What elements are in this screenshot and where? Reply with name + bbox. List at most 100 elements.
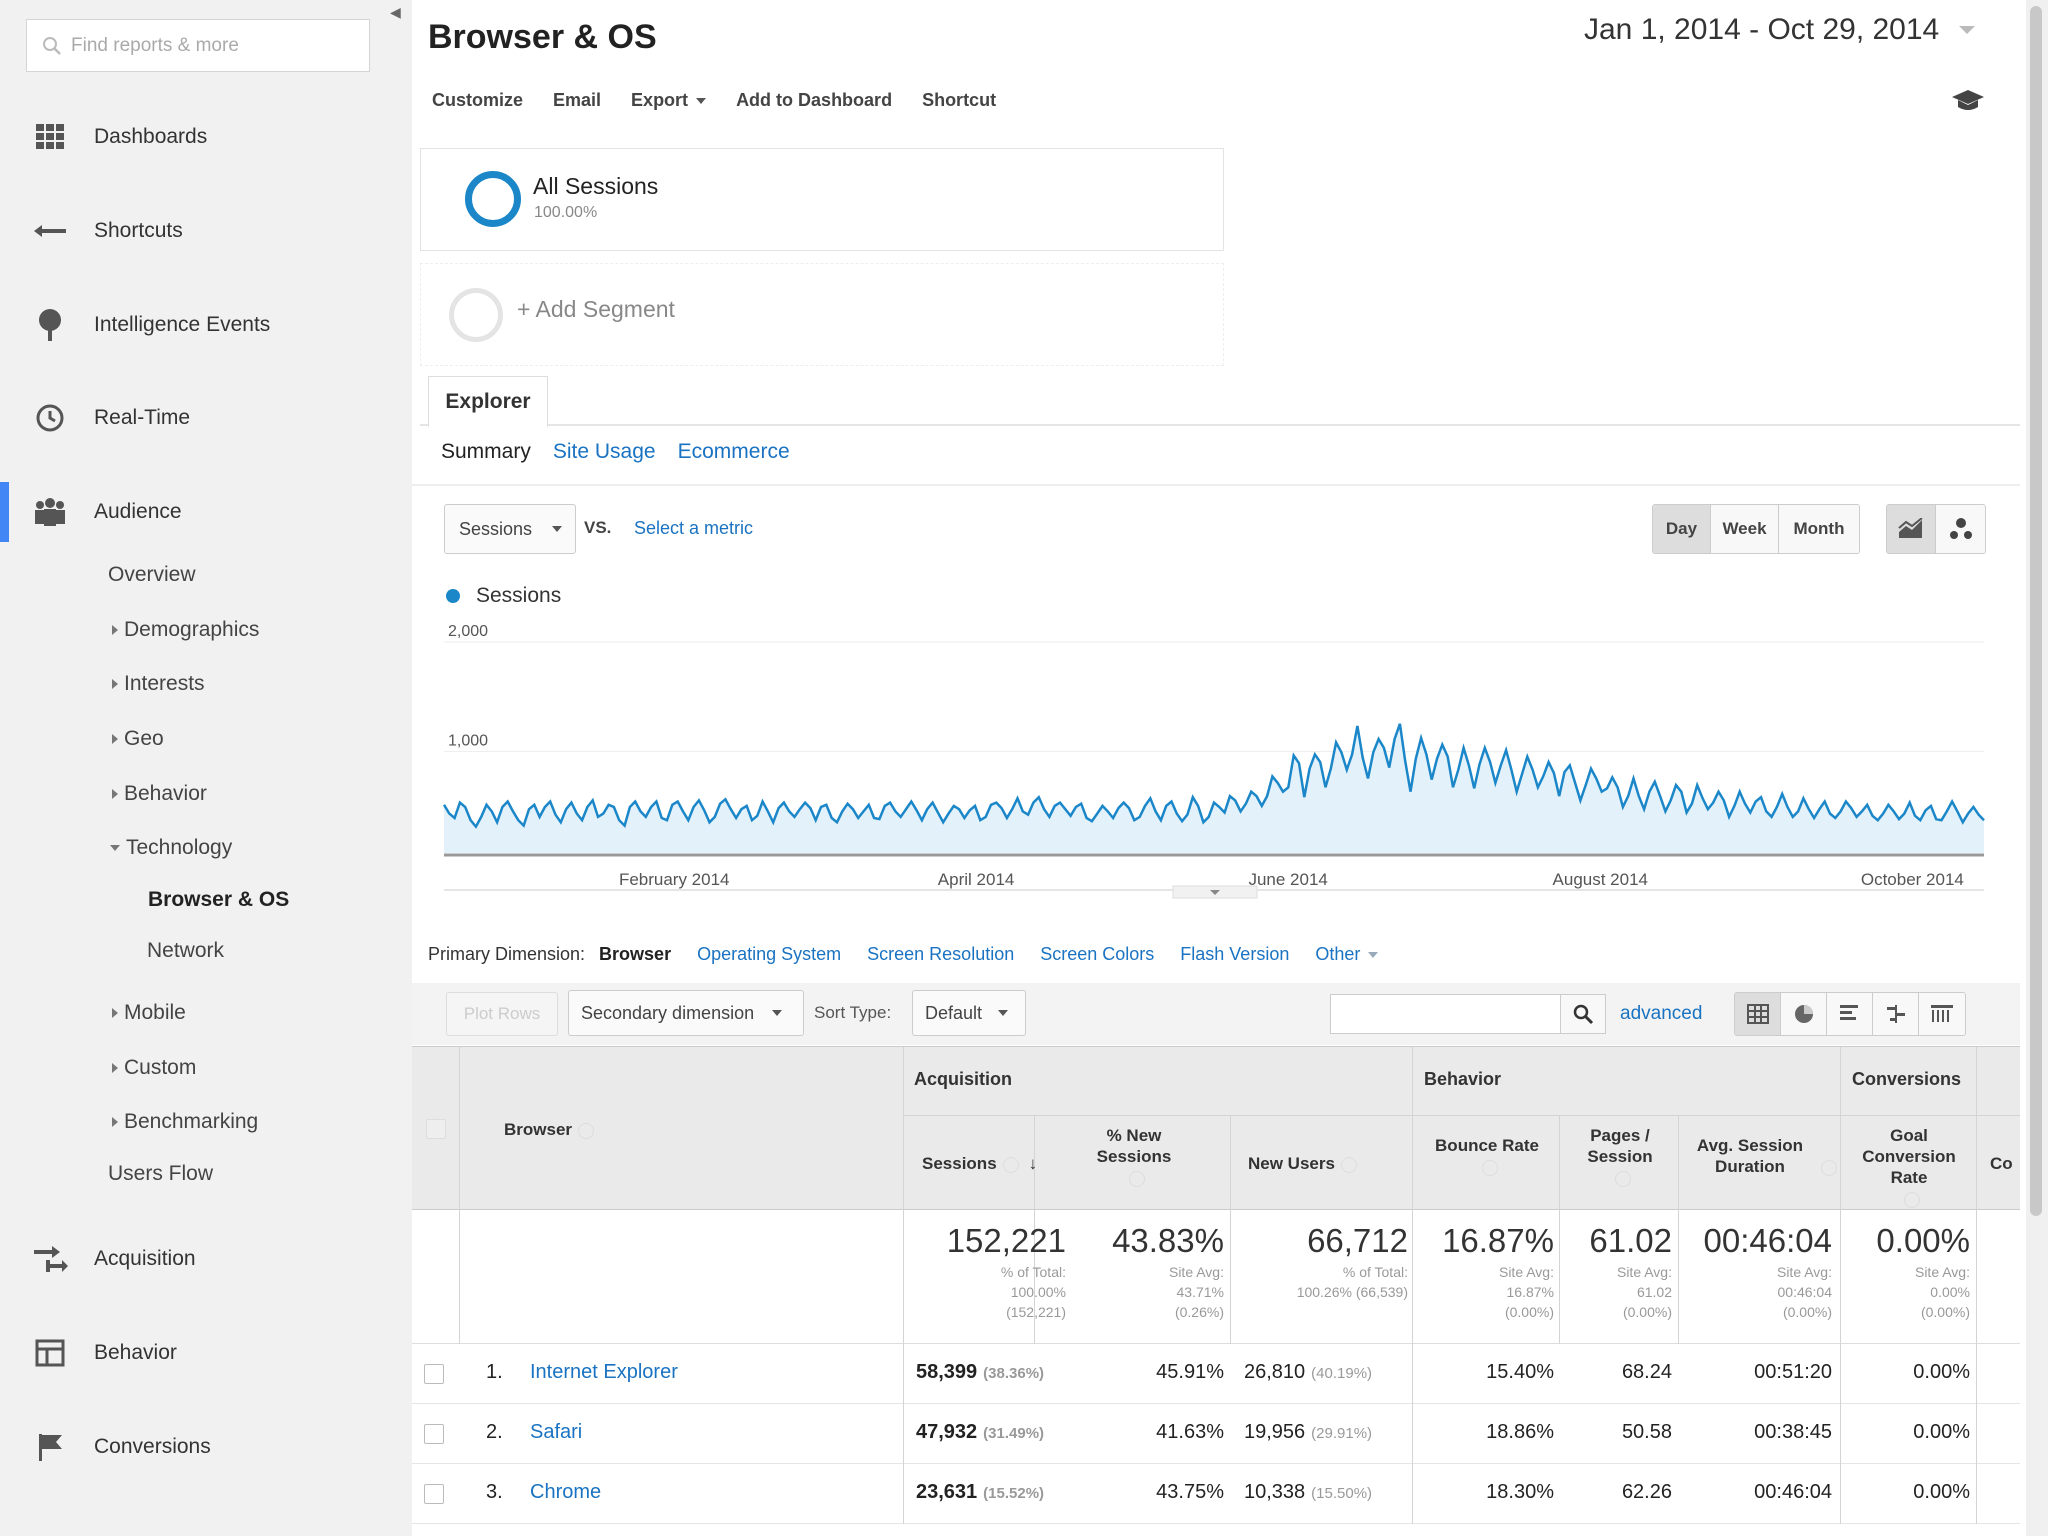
graduation-cap-icon[interactable] xyxy=(1950,88,1986,119)
nav-dashboards[interactable]: Dashboards xyxy=(0,107,412,167)
secondary-dimension-select[interactable]: Secondary dimension xyxy=(568,990,804,1036)
select-metric-link[interactable]: Select a metric xyxy=(634,518,754,538)
nav-mobile[interactable]: Mobile xyxy=(112,1001,186,1025)
customize-button[interactable]: Customize xyxy=(432,90,524,110)
nav-conversions[interactable]: Conversions xyxy=(0,1417,412,1477)
table-search-input[interactable] xyxy=(1330,994,1562,1034)
add-to-dashboard-button[interactable]: Add to Dashboard xyxy=(736,90,893,110)
scrollbar-thumb[interactable] xyxy=(2030,6,2042,1216)
col-new-users-label: New Users xyxy=(1248,1154,1335,1173)
col-pages-session[interactable]: Pages / Session xyxy=(1564,1125,1676,1188)
browser-link[interactable]: Chrome xyxy=(530,1481,602,1503)
col-bounce-rate[interactable]: Bounce Rate xyxy=(1418,1135,1556,1177)
nav-acquisition[interactable]: Acquisition xyxy=(0,1229,412,1289)
dimension-screen-resolution[interactable]: Screen Resolution xyxy=(867,944,1015,964)
row-new-users: 10,338 (15.50%) xyxy=(1244,1481,1372,1504)
pie-view-icon[interactable] xyxy=(1781,993,1827,1035)
segment-all-sessions[interactable]: All Sessions 100.00% xyxy=(420,148,1224,251)
date-range-text: Jan 1, 2014 - Oct 29, 2014 xyxy=(1584,13,1940,46)
nav-demographics[interactable]: Demographics xyxy=(112,618,259,642)
search-input[interactable]: Find reports & more xyxy=(26,19,370,72)
col-sessions-label: Sessions xyxy=(922,1154,997,1173)
nav-interests[interactable]: Interests xyxy=(112,672,205,696)
y-tick-label: 2,000 xyxy=(448,623,488,640)
performance-view-icon[interactable] xyxy=(1827,993,1873,1035)
report-toolbar: Customize Email Export Add to Dashboard … xyxy=(432,90,996,118)
browser-link[interactable]: Safari xyxy=(530,1421,583,1443)
col-sessions[interactable]: Sessions ↓ xyxy=(922,1153,1037,1174)
col-pages-label: Pages / Session xyxy=(1587,1126,1653,1166)
col-avg-duration[interactable]: Avg. Session Duration xyxy=(1684,1135,1838,1177)
nav-behavior[interactable]: Behavior xyxy=(0,1323,412,1383)
help-icon xyxy=(1904,1191,1920,1208)
nav-geo[interactable]: Geo xyxy=(112,727,164,751)
nav-network[interactable]: Network xyxy=(147,939,225,962)
subtab-ecommerce[interactable]: Ecommerce xyxy=(677,440,790,463)
sessions-pct: (31.49%) xyxy=(983,1425,1045,1442)
new-users-pct: (40.19%) xyxy=(1311,1365,1373,1382)
col-cut-off[interactable]: Co xyxy=(1990,1154,2013,1173)
plot-rows-button[interactable]: Plot Rows xyxy=(446,992,558,1036)
help-icon xyxy=(1129,1170,1145,1187)
dimension-screen-colors[interactable]: Screen Colors xyxy=(1040,944,1155,964)
advanced-filter-link[interactable]: advanced xyxy=(1620,1003,1703,1024)
nav-users-flow[interactable]: Users Flow xyxy=(108,1162,214,1185)
comparison-view-icon[interactable] xyxy=(1873,993,1919,1035)
col-bounce-label: Bounce Rate xyxy=(1435,1136,1539,1155)
day-button[interactable]: Day xyxy=(1653,505,1711,553)
row-checkbox[interactable] xyxy=(424,1364,444,1384)
tab-explorer[interactable]: Explorer xyxy=(428,376,548,428)
row-new-users: 26,810 (40.19%) xyxy=(1244,1361,1372,1384)
motion-chart-icon[interactable] xyxy=(1936,505,1985,553)
total-goal: 0.00% xyxy=(1876,1222,1970,1259)
row-goal: 0.00% xyxy=(1913,1361,1970,1383)
line-chart-icon[interactable] xyxy=(1887,505,1937,553)
dimension-other[interactable]: Other xyxy=(1315,944,1379,965)
pivot-view-icon[interactable] xyxy=(1919,993,1965,1035)
subtab-site-usage[interactable]: Site Usage xyxy=(552,440,656,463)
subtab-summary[interactable]: Summary xyxy=(441,440,531,463)
month-button[interactable]: Month xyxy=(1779,505,1859,553)
nav-benchmarking[interactable]: Benchmarking xyxy=(112,1110,258,1134)
group-conversions: Conversions xyxy=(1852,1069,1962,1089)
nav-custom[interactable]: Custom xyxy=(112,1056,196,1080)
week-button[interactable]: Week xyxy=(1711,505,1779,553)
row-checkbox[interactable] xyxy=(424,1484,444,1504)
acquisition-arrows-icon xyxy=(32,1241,68,1277)
data-table-view-icon[interactable] xyxy=(1735,993,1781,1035)
email-button[interactable]: Email xyxy=(553,90,602,110)
nav-audience[interactable]: Audience xyxy=(0,482,412,542)
nav-technology[interactable]: Technology xyxy=(110,836,232,860)
sessions-area xyxy=(444,723,1984,853)
shortcut-button[interactable]: Shortcut xyxy=(922,90,997,110)
nav-overview[interactable]: Overview xyxy=(108,563,196,586)
add-segment-button[interactable]: + Add Segment xyxy=(420,263,1224,366)
nav-shortcuts[interactable]: Shortcuts xyxy=(0,201,412,261)
sort-type-select[interactable]: Default xyxy=(912,990,1026,1036)
select-all-checkbox[interactable] xyxy=(426,1119,446,1139)
row-checkbox[interactable] xyxy=(424,1424,444,1444)
browser-link[interactable]: Internet Explorer xyxy=(530,1361,678,1383)
date-range-picker[interactable]: Jan 1, 2014 - Oct 29, 2014 xyxy=(1572,4,2002,56)
row-duration: 00:46:04 xyxy=(1754,1481,1832,1503)
dimension-flash-version[interactable]: Flash Version xyxy=(1180,944,1290,964)
nav-intelligence-events[interactable]: Intelligence Events xyxy=(0,295,412,355)
col-browser[interactable]: Browser xyxy=(504,1119,595,1140)
x-tick-label: June 2014 xyxy=(1248,870,1327,889)
metric-select[interactable]: Sessions xyxy=(444,504,576,554)
nav-behavior-sub[interactable]: Behavior xyxy=(112,782,207,806)
table-search-button[interactable] xyxy=(1560,994,1606,1034)
col-new-sessions[interactable]: % New Sessions xyxy=(1042,1125,1226,1188)
sessions-value: 58,399 xyxy=(916,1361,978,1383)
nav-real-time[interactable]: Real-Time xyxy=(0,388,412,448)
page-scrollbar[interactable] xyxy=(2026,0,2048,1536)
collapse-sidebar-icon[interactable]: ◀ xyxy=(390,4,401,20)
sessions-chart[interactable]: 2,000 1,000 February 2014 April 2014 June 20… xyxy=(440,610,2000,900)
dimension-operating-system[interactable]: Operating System xyxy=(697,944,842,964)
col-goal-conversion[interactable]: Goal Conversion Rate xyxy=(1844,1125,1974,1209)
nav-label: Conversions xyxy=(94,1435,211,1458)
col-new-users[interactable]: New Users xyxy=(1248,1153,1357,1174)
export-button[interactable]: Export xyxy=(631,90,707,118)
nav-browser-os[interactable]: Browser & OS xyxy=(148,888,290,911)
